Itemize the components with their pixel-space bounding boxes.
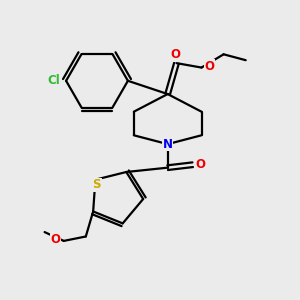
Text: O: O [170, 48, 180, 62]
Text: S: S [93, 178, 101, 191]
Text: O: O [50, 232, 61, 246]
Text: O: O [205, 60, 215, 73]
Text: Cl: Cl [47, 74, 60, 87]
Text: N: N [163, 138, 173, 151]
Text: O: O [195, 158, 205, 171]
